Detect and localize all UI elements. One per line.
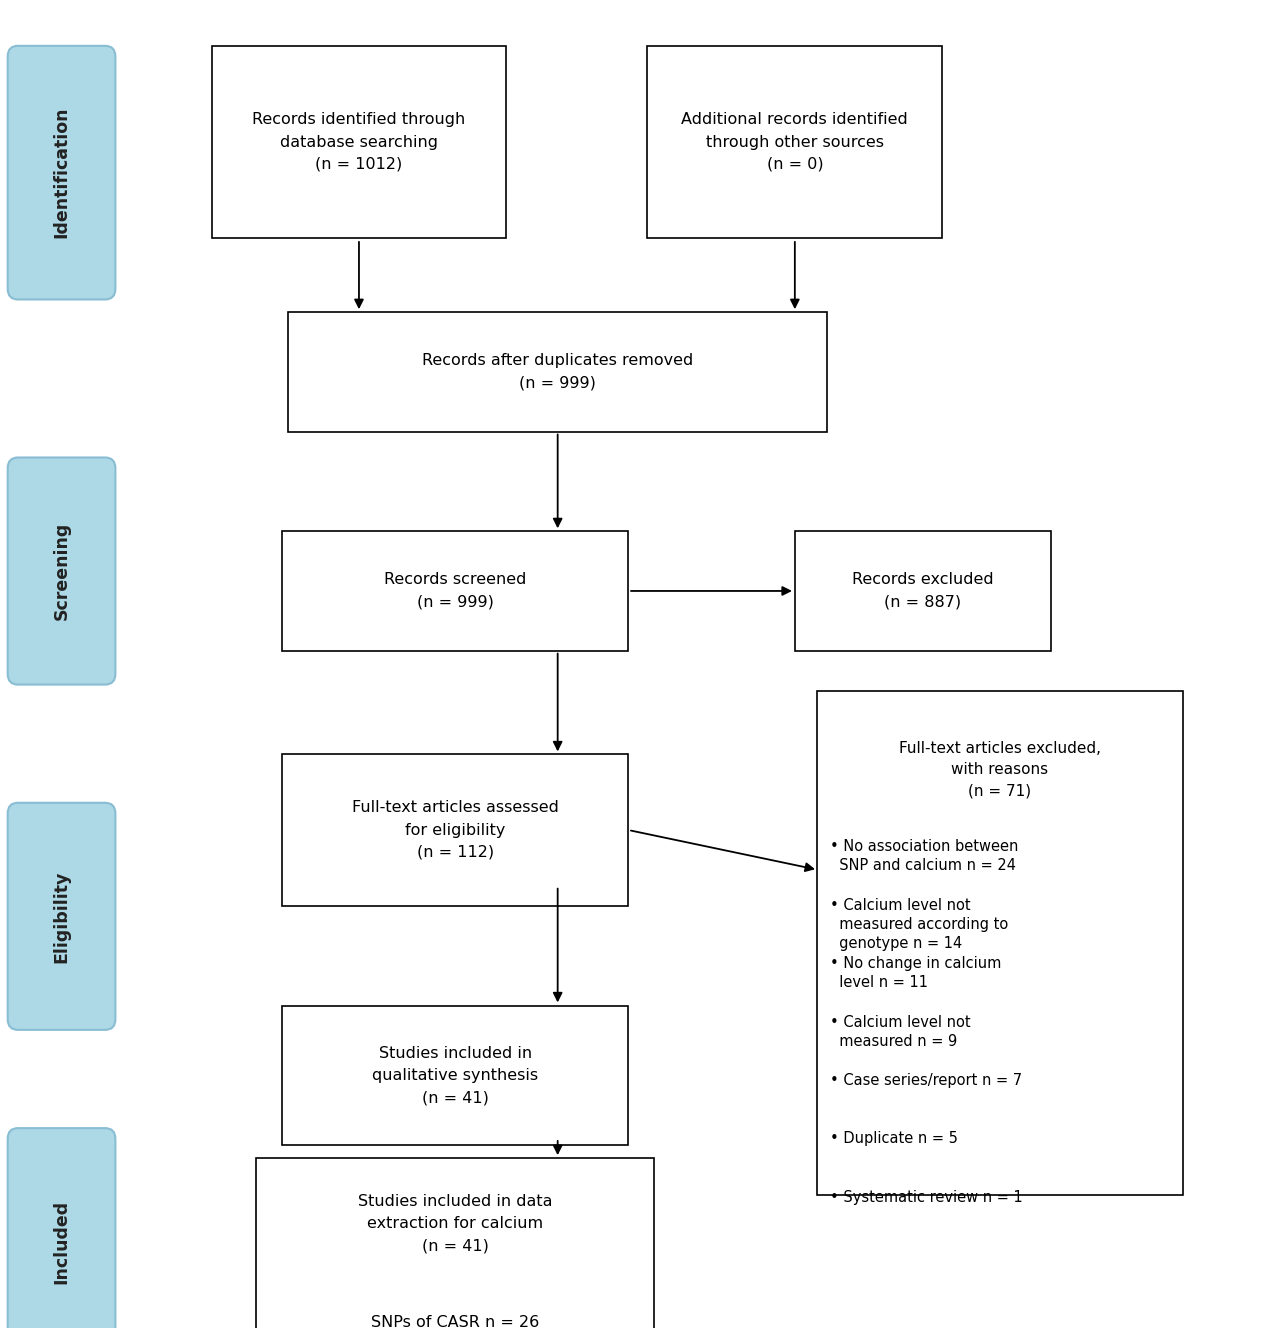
Text: Full-text articles assessed
for eligibility
(n = 112): Full-text articles assessed for eligibil… bbox=[351, 801, 559, 859]
Text: • Case series/report n = 7: • Case series/report n = 7 bbox=[831, 1073, 1022, 1088]
Bar bbox=[282, 753, 628, 906]
Bar bbox=[282, 1007, 628, 1145]
Text: Studies included in
qualitative synthesis
(n = 41): Studies included in qualitative synthesi… bbox=[372, 1046, 538, 1105]
Text: Studies included in data
extraction for calcium
(n = 41): Studies included in data extraction for … bbox=[358, 1194, 553, 1254]
Text: Full-text articles excluded,
with reasons
(n = 71): Full-text articles excluded, with reason… bbox=[899, 741, 1101, 798]
Text: Records excluded
(n = 887): Records excluded (n = 887) bbox=[853, 572, 994, 610]
Bar bbox=[282, 531, 628, 651]
Text: Records screened
(n = 999): Records screened (n = 999) bbox=[383, 572, 527, 610]
Bar bbox=[256, 1158, 654, 1328]
FancyBboxPatch shape bbox=[8, 1127, 115, 1328]
Text: Identification: Identification bbox=[53, 106, 71, 239]
Bar bbox=[212, 45, 506, 239]
Text: • Systematic review n = 1: • Systematic review n = 1 bbox=[831, 1190, 1023, 1204]
Text: Additional records identified
through other sources
(n = 0): Additional records identified through ot… bbox=[682, 113, 908, 171]
Bar bbox=[818, 691, 1183, 1195]
Text: • No association between
  SNP and calcium n = 24: • No association between SNP and calcium… bbox=[831, 839, 1018, 874]
Text: Eligibility: Eligibility bbox=[53, 870, 71, 963]
Bar bbox=[288, 312, 827, 432]
Text: • Calcium level not
  measured n = 9: • Calcium level not measured n = 9 bbox=[831, 1015, 970, 1049]
Text: SNPs of CASR n = 26
SNPs of VDR n = 5
SNPs of other genes n = 10: SNPs of CASR n = 26 SNPs of VDR n = 5 SN… bbox=[345, 1315, 565, 1328]
Bar bbox=[647, 45, 942, 239]
Text: Screening: Screening bbox=[53, 522, 71, 620]
Text: • Calcium level not
  measured according to
  genotype n = 14: • Calcium level not measured according t… bbox=[831, 898, 1009, 951]
Text: Records identified through
database searching
(n = 1012): Records identified through database sear… bbox=[253, 113, 465, 171]
Text: Records after duplicates removed
(n = 999): Records after duplicates removed (n = 99… bbox=[422, 353, 694, 390]
Text: Included: Included bbox=[53, 1199, 71, 1284]
Text: • No change in calcium
  level n = 11: • No change in calcium level n = 11 bbox=[831, 956, 1001, 991]
FancyBboxPatch shape bbox=[8, 802, 115, 1031]
Text: • Duplicate n = 5: • Duplicate n = 5 bbox=[831, 1131, 958, 1146]
FancyBboxPatch shape bbox=[8, 45, 115, 299]
Bar bbox=[795, 531, 1051, 651]
FancyBboxPatch shape bbox=[8, 457, 115, 685]
